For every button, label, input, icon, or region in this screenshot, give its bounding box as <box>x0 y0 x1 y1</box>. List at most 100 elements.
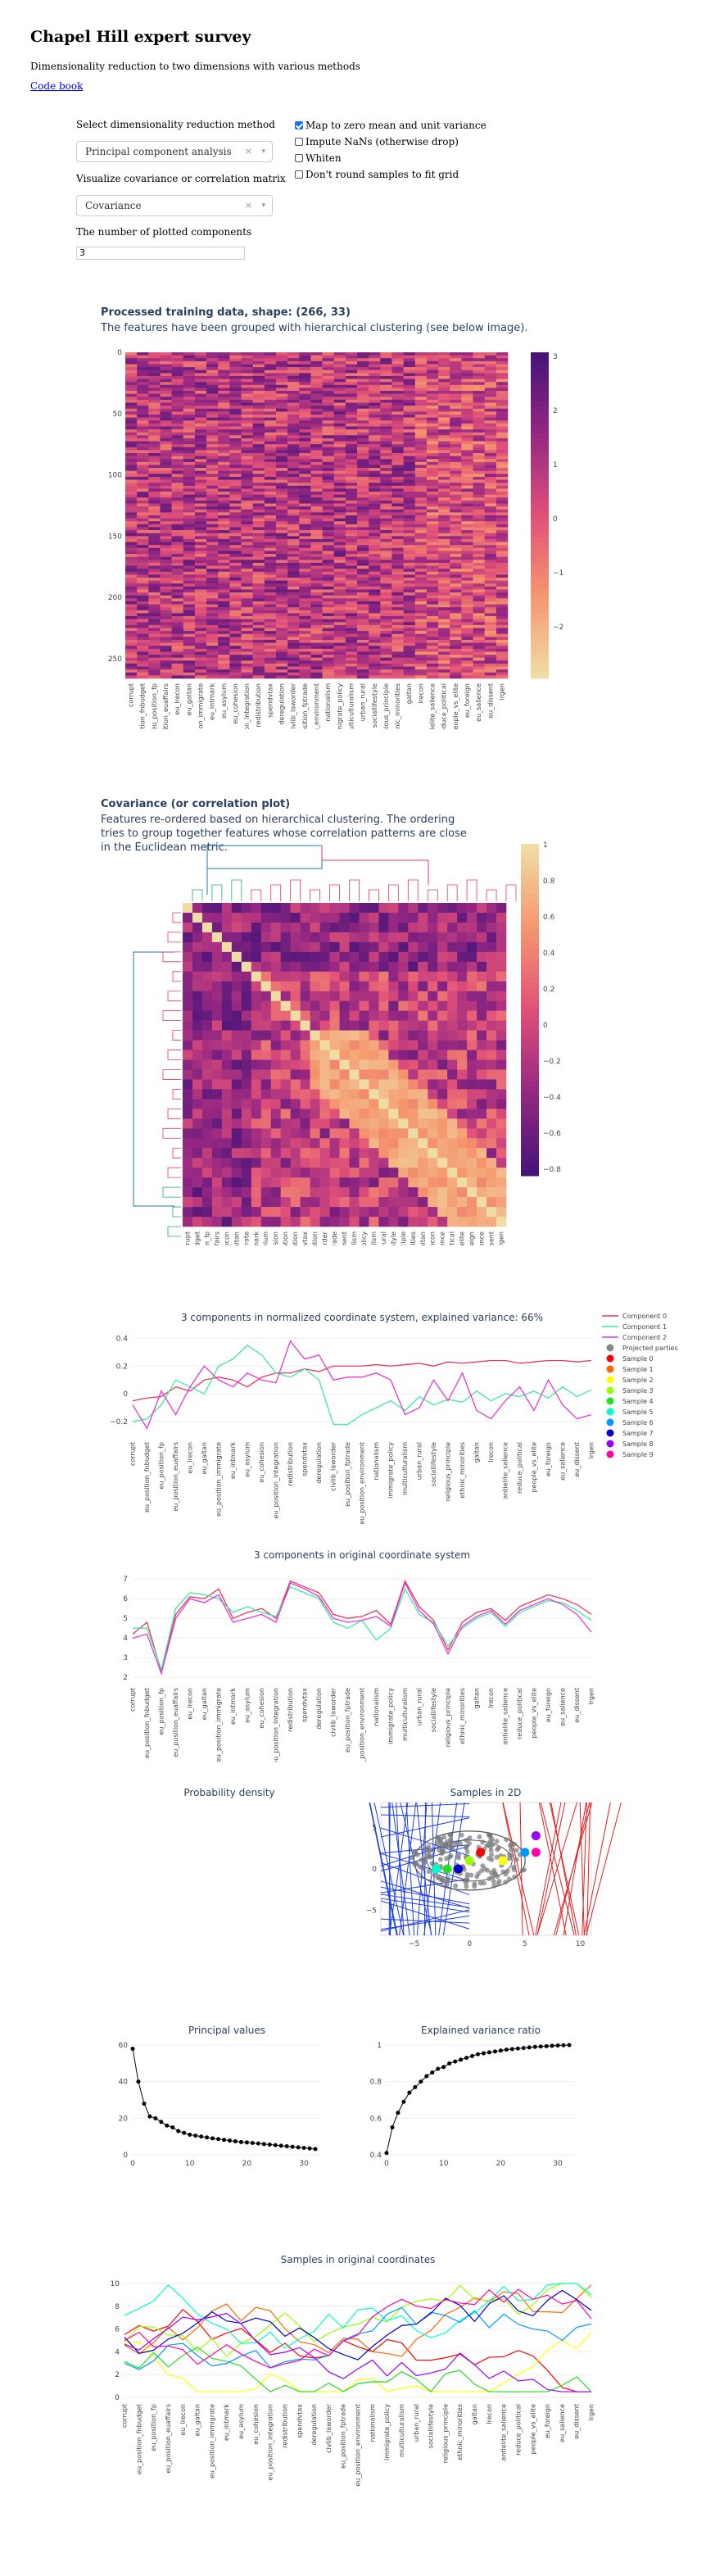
option-checkbox[interactable]: Map to zero mean and unit variance <box>295 120 487 131</box>
heatmap-cell <box>496 601 509 605</box>
heatmap-cell <box>148 610 161 614</box>
heatmap-cell <box>229 367 242 371</box>
covariance-cell <box>211 1217 223 1227</box>
checkbox-icon[interactable] <box>295 138 303 146</box>
heatmap-cell <box>461 527 473 531</box>
heatmap-cell <box>380 426 392 430</box>
chevron-down-icon[interactable]: ▾ <box>261 147 265 156</box>
covariance-cell <box>329 1010 340 1021</box>
clear-icon[interactable]: × <box>244 200 252 211</box>
heatmap-cell <box>137 476 149 480</box>
heatmap-cell <box>322 373 335 377</box>
heatmap-cell <box>345 574 358 578</box>
heatmap-cell <box>369 483 381 487</box>
covariance-cell <box>300 1040 310 1050</box>
heatmap-cell <box>160 565 172 569</box>
covariance-cell <box>496 903 507 914</box>
option-checkbox[interactable]: Whiten <box>295 152 342 164</box>
heatmap-cell <box>345 655 358 658</box>
heatmap-cell <box>241 485 253 489</box>
heatmap-cell <box>426 556 439 560</box>
colorbar-segment <box>531 401 549 407</box>
heatmap-cell <box>345 547 358 551</box>
heatmap-cell <box>369 586 381 590</box>
heatmap-cell <box>148 545 161 549</box>
heatmap-cell <box>369 604 381 608</box>
heatmap-cell <box>450 639 462 643</box>
heatmap-cell <box>473 565 485 569</box>
heatmap-cell <box>345 402 358 406</box>
clear-icon[interactable]: × <box>244 146 252 156</box>
heatmap-cell <box>496 397 509 401</box>
heatmap-cell <box>287 483 300 487</box>
heatmap-cell <box>391 438 404 442</box>
heatmap-cell <box>403 456 416 460</box>
heatmap-cell <box>438 536 450 540</box>
heatmap-cell <box>322 601 335 605</box>
heatmap-cell <box>206 527 219 531</box>
chevron-down-icon[interactable]: ▾ <box>261 202 265 210</box>
heatmap-cell <box>391 470 404 474</box>
heatmap-cell <box>426 391 439 394</box>
heatmap-cell <box>450 607 462 611</box>
heatmap-cell <box>357 660 369 664</box>
heatmap-cell <box>206 651 219 655</box>
covariance-cell <box>280 1020 291 1031</box>
heatmap-cell <box>414 373 428 377</box>
heatmap-cell <box>310 483 323 487</box>
covariance-cell <box>447 912 458 923</box>
heatmap-cell <box>484 637 497 641</box>
heatmap-cell <box>194 619 207 623</box>
codebook-link[interactable]: Code book <box>30 80 84 92</box>
heatmap-cell <box>369 367 381 371</box>
heatmap-cell <box>206 435 219 439</box>
heatmap-cell <box>484 497 497 501</box>
heatmap-cell <box>137 628 149 632</box>
covariance-cell <box>359 1187 369 1198</box>
option-checkbox[interactable]: Impute NaNs (otherwise drop) <box>295 136 459 147</box>
heatmap-cell <box>229 500 242 504</box>
option-checkbox[interactable]: Don't round samples to fit grid <box>295 169 459 180</box>
heatmap-cell <box>403 589 416 593</box>
heatmap-cell <box>473 408 485 412</box>
heatmap-cell <box>264 453 277 456</box>
colorbar-segment <box>531 483 549 489</box>
heatmap-cell <box>357 610 369 614</box>
heatmap-cell <box>160 382 172 386</box>
heatmap-cell <box>137 666 149 670</box>
colorbar-tick-label: −1 <box>553 569 563 578</box>
heatmap-cell <box>357 453 369 456</box>
checkbox-icon[interactable] <box>295 170 303 179</box>
heatmap-cell <box>333 545 346 549</box>
heatmap-cell <box>496 388 509 392</box>
covariance-cell <box>211 903 223 914</box>
heatmap-cell <box>252 530 265 534</box>
checkbox-icon[interactable] <box>295 121 303 129</box>
heatmap-cell <box>461 533 473 537</box>
covariance-cell <box>418 1217 428 1227</box>
heatmap-cell <box>183 610 196 614</box>
heatmap-cell <box>473 379 485 383</box>
method-select[interactable]: Principal component analysis × ▾ <box>76 141 273 162</box>
covariance-cell <box>251 981 262 992</box>
heatmap-cell <box>275 375 288 379</box>
heatmap-cell <box>194 655 207 658</box>
heatmap-cell <box>241 450 253 454</box>
covariance-cell <box>437 1138 448 1149</box>
heatmap-cell <box>252 361 265 365</box>
heatmap-cell <box>275 648 288 652</box>
heatmap-cell <box>450 476 462 480</box>
matrix-select[interactable]: Covariance × ▾ <box>76 195 273 216</box>
heatmap-cell <box>241 402 253 406</box>
heatmap-cell <box>137 560 149 564</box>
covariance-cell <box>329 941 340 953</box>
heatmap-cell <box>125 450 138 454</box>
heatmap-cell <box>299 375 311 379</box>
heatmap-cell <box>137 533 149 537</box>
heatmap-cell <box>218 358 230 362</box>
heatmap-cell <box>391 569 404 573</box>
heatmap-cell <box>403 435 416 439</box>
components-input[interactable]: 3 <box>76 247 245 260</box>
heatmap-cell <box>252 414 265 418</box>
checkbox-icon[interactable] <box>295 154 303 162</box>
